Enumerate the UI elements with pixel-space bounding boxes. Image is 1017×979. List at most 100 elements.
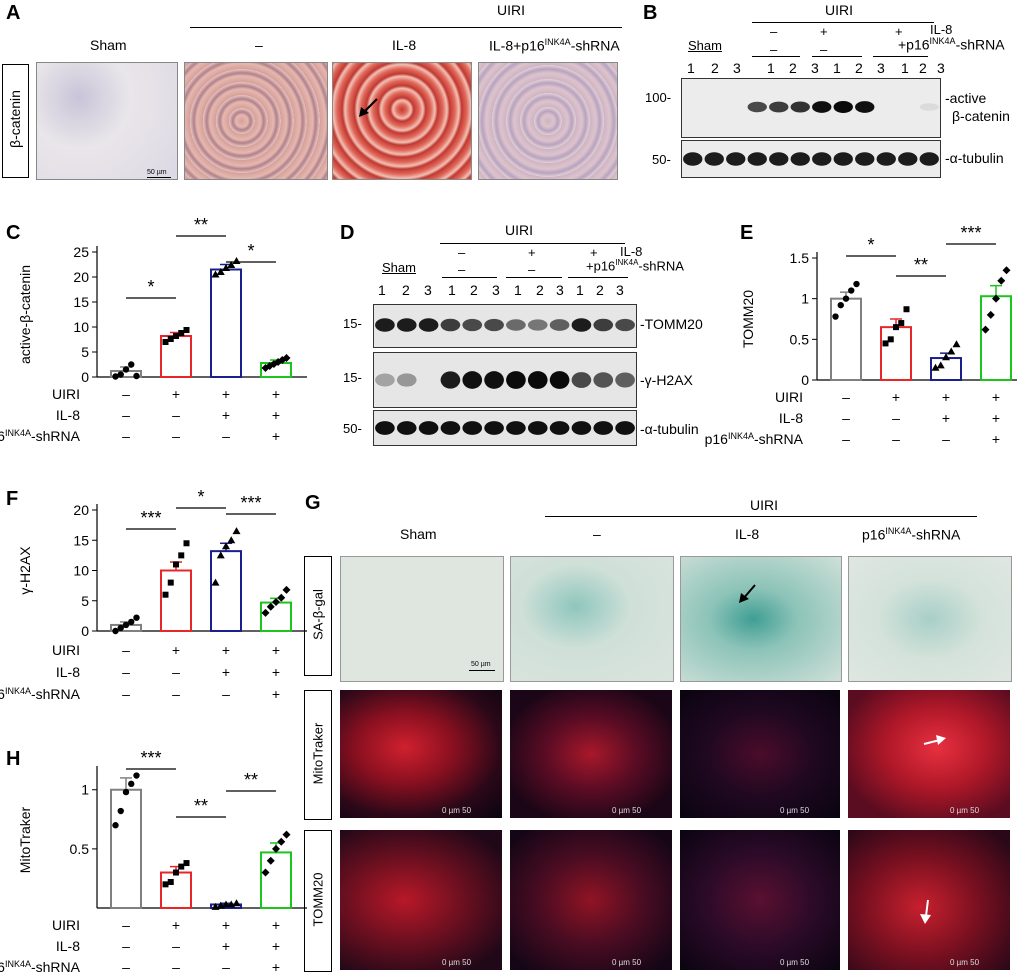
blot-band <box>704 152 724 166</box>
panel-d-il8-minus-1: – <box>458 245 466 260</box>
bar <box>210 268 242 378</box>
blot-band <box>396 421 417 435</box>
data-point <box>122 366 130 373</box>
blot-band <box>418 421 439 435</box>
y-axis-label: γ-H2AX <box>17 546 33 595</box>
panel-d-blot-tomm20 <box>373 304 637 348</box>
condition-sign: + <box>272 386 280 402</box>
bar <box>980 295 1012 381</box>
condition-sign: + <box>222 917 230 933</box>
data-point <box>903 306 910 313</box>
panel-a-image-uiri <box>184 62 328 180</box>
blot-band <box>462 371 483 389</box>
condition-row-label: UIRI <box>52 642 80 658</box>
panel-a-image-shrna <box>478 62 618 180</box>
blot-band <box>375 421 395 435</box>
p16-sup: INK4A <box>5 959 31 969</box>
panel-b-sham-label: Sham <box>688 38 722 53</box>
fluor-scale-label: 0 µm 50 <box>612 958 642 967</box>
blot-band <box>375 318 395 332</box>
data-point <box>232 527 241 535</box>
blot-band <box>484 318 504 332</box>
y-tick-label: 1.5 <box>790 250 810 266</box>
blot-band <box>527 319 548 331</box>
panel-b-line-2 <box>812 56 862 57</box>
blot-band <box>812 101 832 113</box>
data-point <box>261 868 270 877</box>
blot-band <box>855 101 875 113</box>
condition-sign: + <box>272 686 280 702</box>
lane-number: 2 <box>536 282 544 298</box>
condition-sign: – <box>122 407 130 423</box>
panel-g-row-label-box-1: SA-β-gal <box>304 556 332 676</box>
blot-band <box>506 371 526 389</box>
panel-h-chart: 0.51MitoTraker*******UIRI–+++IL-8––++p16… <box>0 748 307 975</box>
blot-band <box>615 421 635 435</box>
lane-number: 2 <box>919 60 927 76</box>
lane-number: 2 <box>711 60 719 76</box>
blot-band <box>549 319 570 331</box>
y-tick-label: 0 <box>801 372 809 388</box>
data-point <box>227 536 236 544</box>
panel-d-band-1: -TOMM20 <box>640 316 703 332</box>
data-point <box>232 257 241 264</box>
y-axis-label: MitoTraker <box>17 806 33 873</box>
y-tick-label: 20 <box>73 502 89 518</box>
p16-suffix: -shRNA <box>31 959 81 975</box>
significance-label: * <box>197 487 204 507</box>
panel-d-line-1 <box>442 277 497 278</box>
lane-number: 2 <box>402 282 410 298</box>
data-point <box>178 330 185 336</box>
panel-g-mito-uiri <box>510 690 672 818</box>
data-point <box>266 602 275 611</box>
data-point <box>117 371 124 378</box>
fluor-scale-label: 0 µm 50 <box>612 806 642 815</box>
panel-b-il8-plus-3: + <box>895 24 903 39</box>
condition-row-label: p16INK4A-shRNA <box>0 428 81 444</box>
y-axis-label: active-β-catenin <box>17 265 33 364</box>
y-tick-label: 0 <box>81 623 89 639</box>
panel-f-chart: 05101520γ-H2AX*******UIRI–+++IL-8––++p16… <box>0 487 307 702</box>
lane-number: 3 <box>556 282 564 298</box>
data-point <box>162 339 169 345</box>
bar <box>880 326 912 381</box>
blot-band <box>440 421 461 435</box>
data-point <box>277 837 286 846</box>
lane-number: 1 <box>576 282 584 298</box>
data-point <box>227 261 236 268</box>
condition-sign: + <box>222 407 230 423</box>
lane-number: 2 <box>470 282 478 298</box>
fluor-scale-label: 0 µm 50 <box>780 958 810 967</box>
lane-number: 3 <box>811 60 819 76</box>
p16-sup: INK4A <box>5 686 31 696</box>
data-point <box>882 340 889 347</box>
data-point <box>282 585 291 594</box>
condition-sign: + <box>992 431 1000 447</box>
data-point <box>997 276 1006 285</box>
condition-sign: – <box>122 917 130 933</box>
condition-sign: – <box>172 938 180 954</box>
panel-d-mw-50: 50- <box>343 421 362 436</box>
blot-band <box>462 421 483 435</box>
blot-band <box>527 371 548 389</box>
data-point <box>832 313 839 320</box>
panel-b-line-1 <box>752 56 800 57</box>
condition-row-label: IL-8 <box>779 410 803 426</box>
blot-band <box>571 318 592 332</box>
data-point <box>266 856 275 865</box>
panel-label-h: H <box>6 748 21 770</box>
condition-row-label: UIRI <box>775 389 803 405</box>
data-point <box>981 325 990 334</box>
condition-sign: – <box>892 431 900 447</box>
blot-band <box>790 101 810 113</box>
condition-row-label: UIRI <box>52 917 80 933</box>
lane-number: 1 <box>833 60 841 76</box>
panel-d-mw-15a: 15- <box>343 316 362 331</box>
condition-sign: – <box>122 686 130 702</box>
panel-d-sh-minus-1: – <box>458 262 466 277</box>
data-point <box>837 301 844 309</box>
panel-b-blot-tubulin <box>681 140 941 178</box>
condition-row-label: UIRI <box>52 386 80 402</box>
p16-suffix: -shRNA <box>31 686 81 702</box>
panel-a-image-il8 <box>332 62 472 180</box>
